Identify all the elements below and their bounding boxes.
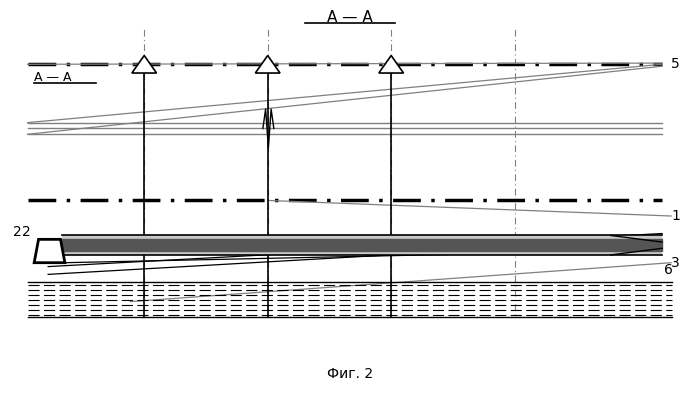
Text: 6: 6 <box>664 264 673 278</box>
Text: 5: 5 <box>671 57 680 71</box>
Text: 3: 3 <box>671 256 680 270</box>
FancyBboxPatch shape <box>62 235 662 255</box>
Text: 2: 2 <box>22 225 31 239</box>
Polygon shape <box>34 239 65 263</box>
Polygon shape <box>379 56 403 73</box>
Text: 1: 1 <box>671 209 680 223</box>
Text: 2: 2 <box>13 225 22 239</box>
Text: А — А: А — А <box>34 71 72 85</box>
Polygon shape <box>132 56 157 73</box>
Polygon shape <box>256 56 280 73</box>
Text: А — А: А — А <box>327 10 373 25</box>
Text: Фиг. 2: Фиг. 2 <box>327 366 373 381</box>
